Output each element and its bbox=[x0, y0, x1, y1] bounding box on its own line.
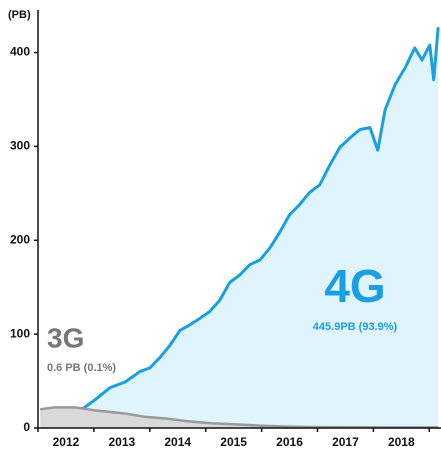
y-tick-label: 0 bbox=[23, 420, 30, 434]
x-tick-label: 2018 bbox=[388, 435, 415, 449]
y-tick-label: 200 bbox=[10, 232, 30, 246]
area-fill bbox=[78, 27, 439, 428]
area-line bbox=[40, 406, 439, 429]
x-tick-label: 2016 bbox=[276, 435, 303, 449]
x-tick-label: 2014 bbox=[164, 435, 191, 449]
series-label: 4G bbox=[324, 260, 385, 312]
x-tick-label: 2017 bbox=[332, 435, 359, 449]
series-annotation: 445.9PB (93.9%) bbox=[313, 321, 398, 333]
x-tick-label: 2013 bbox=[108, 435, 135, 449]
y-unit-label: (PB) bbox=[8, 9, 31, 21]
area-fill bbox=[40, 407, 439, 428]
series-annotation: 0.6 PB (0.1%) bbox=[47, 362, 116, 374]
y-tick-label: 400 bbox=[10, 45, 30, 59]
x-tick-label: 2015 bbox=[220, 435, 247, 449]
series-label: 3G bbox=[47, 322, 84, 353]
area-line bbox=[77, 27, 440, 414]
y-tick-label: 100 bbox=[10, 326, 30, 340]
x-tick-label: 2012 bbox=[53, 435, 80, 449]
y-tick-label: 300 bbox=[10, 139, 30, 153]
